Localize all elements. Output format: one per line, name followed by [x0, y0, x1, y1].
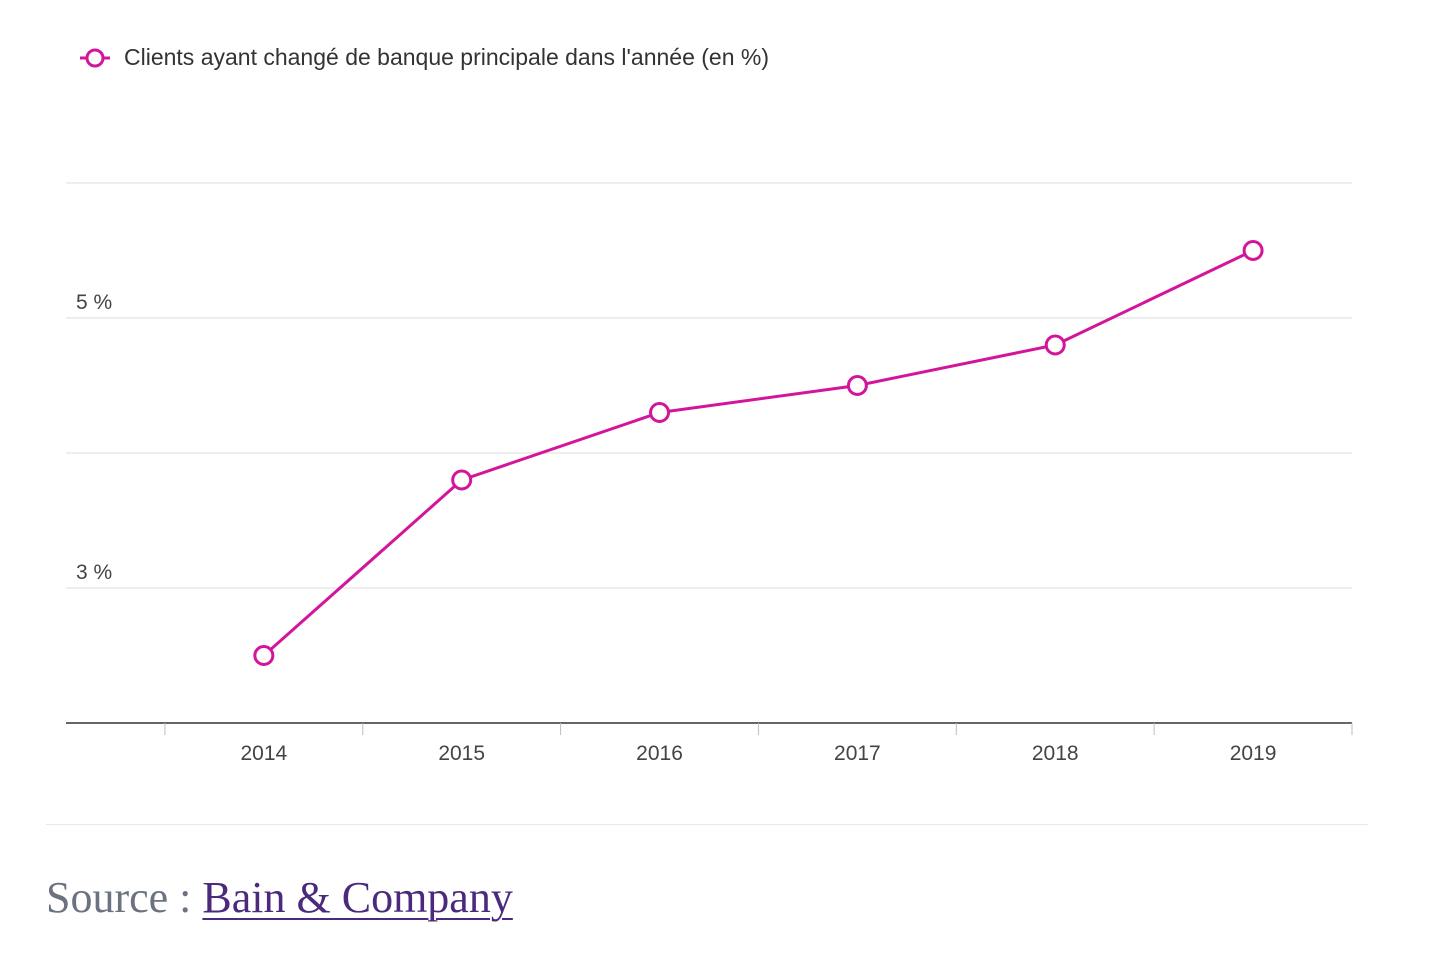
series-points [253, 240, 1264, 666]
data-point [649, 402, 671, 423]
series-line-group [262, 249, 1254, 657]
data-point [1044, 334, 1066, 356]
legend-marker-icon [80, 48, 110, 67]
divider [46, 824, 1368, 825]
x-tick-label: 2017 [834, 742, 881, 765]
source-link[interactable]: Bain & Company [202, 873, 513, 922]
data-point [451, 469, 473, 491]
data-point [1242, 240, 1264, 261]
source-line: Source : Bain & Company [46, 872, 513, 923]
x-tick-label: 2014 [240, 742, 287, 765]
x-axis-ticks: 2014 2015 2016 2017 2018 2019 [164, 723, 1353, 765]
x-tick-label: 2019 [1230, 742, 1277, 765]
x-tick-label: 2016 [636, 742, 683, 765]
data-point [253, 645, 275, 666]
source-label: Source : [46, 873, 203, 922]
y-tick-label: 5 % [76, 291, 112, 314]
y-axis-ticks: 3 % 5 % [76, 291, 112, 584]
x-tick-label: 2018 [1032, 742, 1079, 765]
chart-legend: Clients ayant changé de banque principal… [80, 44, 769, 71]
legend-series-label: Clients ayant changé de banque principal… [124, 44, 769, 70]
y-tick-label: 3 % [76, 561, 112, 584]
series-line [262, 249, 1254, 657]
gridlines [66, 182, 1352, 589]
data-point [846, 375, 868, 396]
line-chart: 3 % 5 % 2014 2015 2016 2017 2018 2019 [66, 182, 1353, 765]
x-tick-label: 2015 [438, 742, 485, 765]
